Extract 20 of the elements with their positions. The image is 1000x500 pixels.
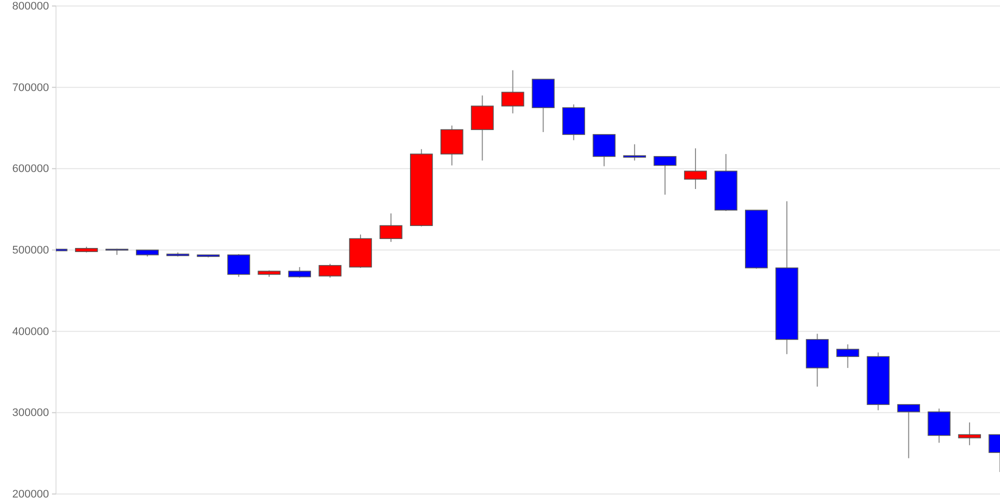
candlestick bbox=[654, 156, 676, 196]
y-tick-label: 400000 bbox=[12, 326, 49, 338]
candlestick bbox=[928, 408, 950, 444]
candlestick bbox=[592, 134, 616, 167]
y-tick-label: 700000 bbox=[12, 82, 49, 94]
y-tick-label: 200000 bbox=[12, 488, 49, 500]
candlestick bbox=[958, 422, 981, 446]
candlestick bbox=[684, 148, 707, 190]
candlestick bbox=[227, 254, 250, 278]
y-tick-label: 800000 bbox=[12, 0, 49, 13]
candlestick bbox=[288, 266, 312, 278]
candlestick bbox=[501, 70, 524, 114]
y-tick-label: 300000 bbox=[12, 407, 49, 420]
candlestick bbox=[380, 212, 402, 242]
candlestick bbox=[470, 94, 494, 162]
candlestick bbox=[897, 404, 920, 459]
y-tick-label: 600000 bbox=[12, 163, 49, 176]
candlestick bbox=[836, 344, 860, 368]
y-tick-label: 500000 bbox=[12, 244, 49, 257]
candlestick bbox=[318, 263, 342, 278]
